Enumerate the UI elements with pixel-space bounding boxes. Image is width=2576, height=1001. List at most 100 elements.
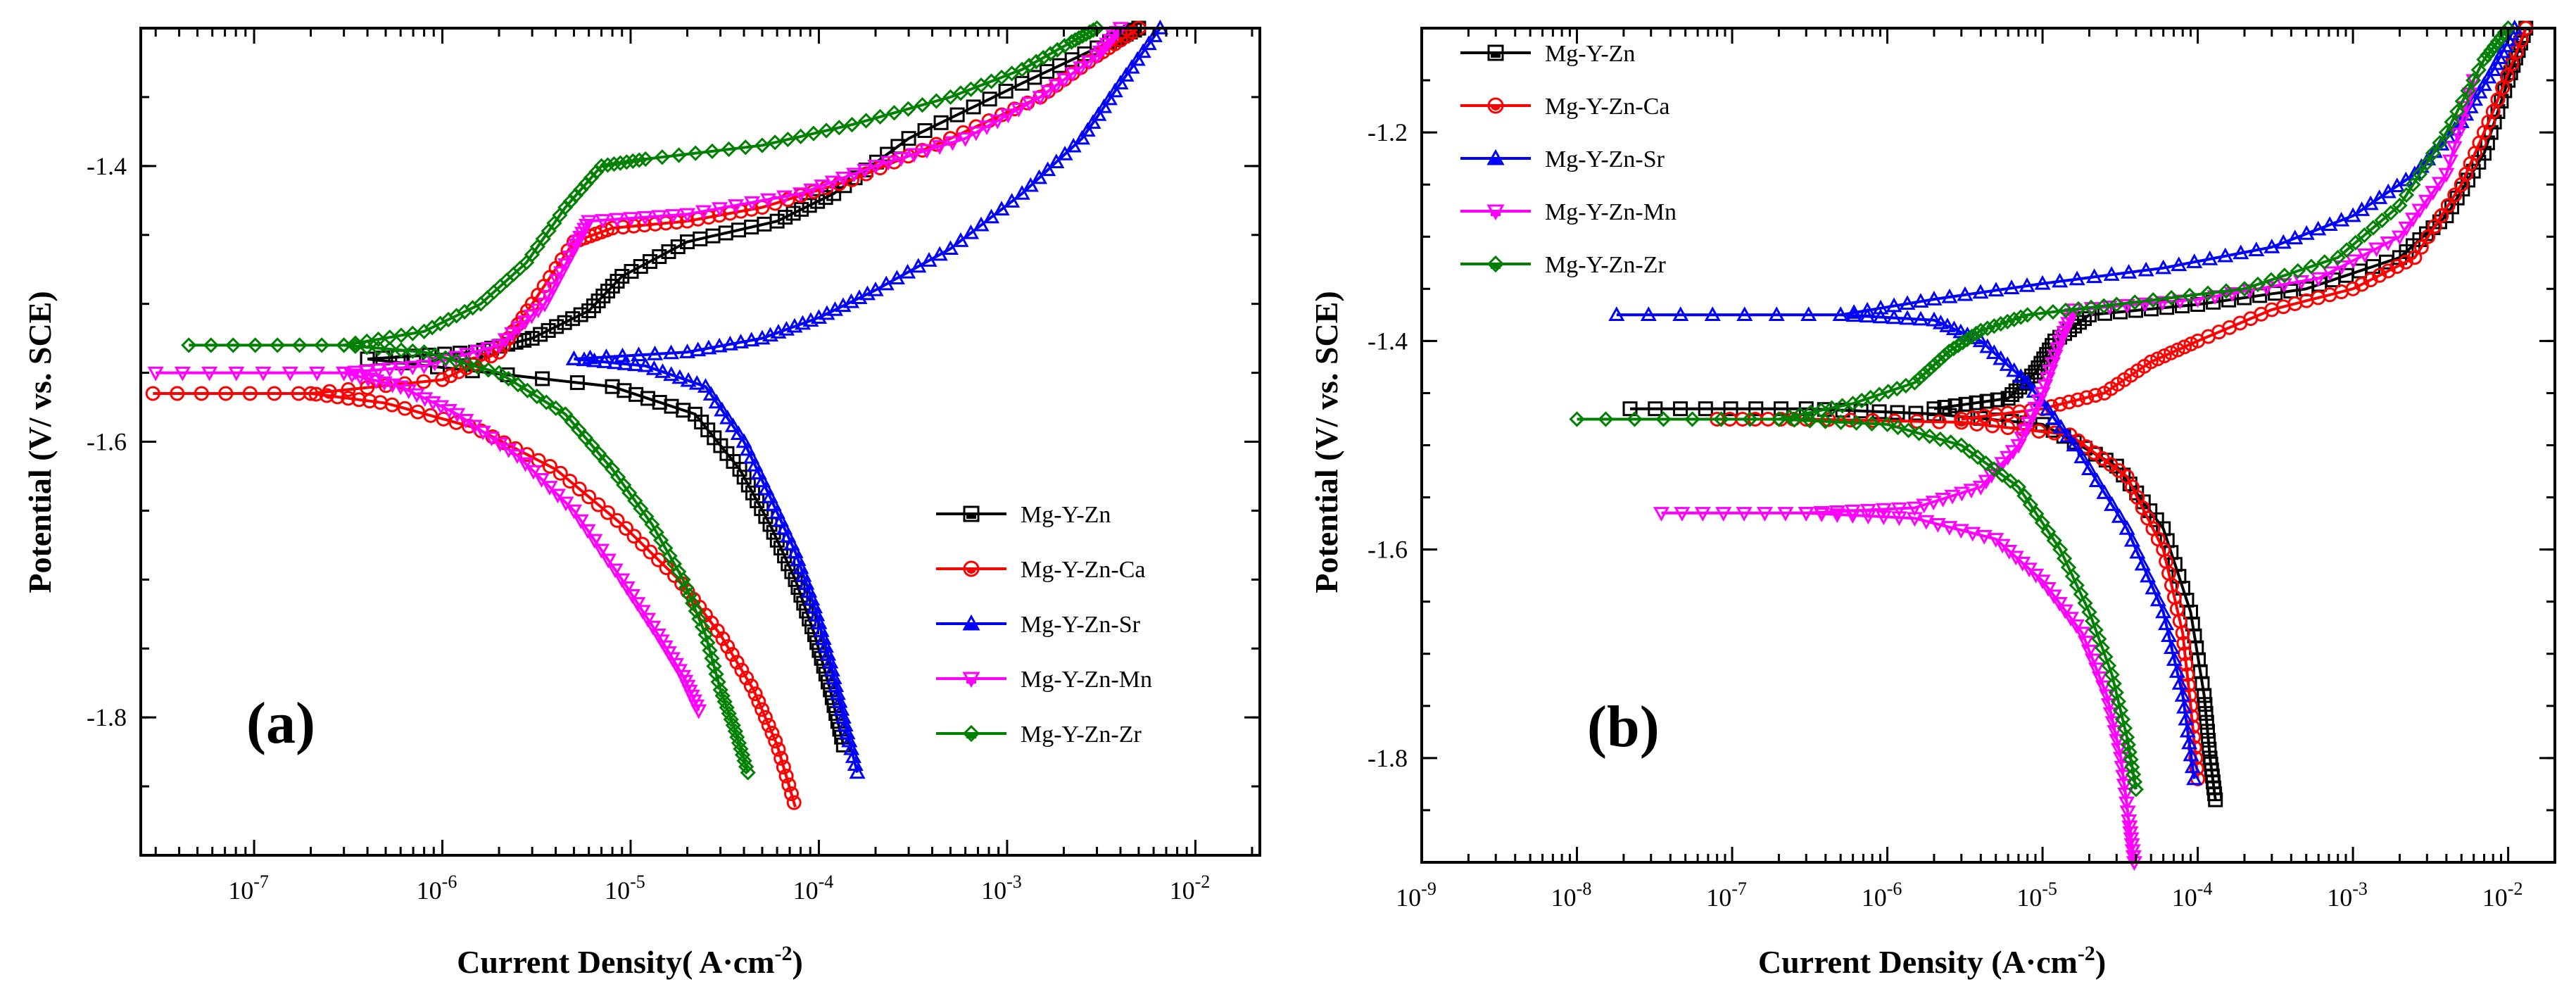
panel-b-series-mg-y-zn-mn-point: [2398, 221, 2415, 237]
panel-b-series-mg-y-zn-zr-point: [2460, 82, 2476, 99]
panel-a-series-mg-y-zn-zr-point: [734, 747, 751, 763]
panel-a-series-mg-y-zn-zr-point: [1004, 65, 1020, 82]
panel-b-series-mg-y-zn-sr: [1608, 19, 2523, 786]
panel-b-series-mg-y-zn-anodic-line: [1933, 27, 2527, 410]
panel-b-series-mg-y-zn-mn-point: [2275, 278, 2292, 294]
panel-a-series-mg-y-zn-zr-point: [577, 429, 593, 446]
panel-a-series-mg-y-zn-mn-point: [416, 360, 433, 374]
panel-a-series-mg-y-zn-mn-point: [517, 315, 533, 330]
panel-a-series-mg-y-zn-sr-point: [983, 208, 1000, 224]
panel-b-legend-marker-fill: [1491, 211, 1501, 216]
panel-a-series-mg-y-zn-ca-point: [443, 368, 458, 384]
panel-b-series-mg-y-zn-mn-point: [1844, 504, 1861, 520]
panel-b-series-mg-y-zn-ca-point: [2150, 351, 2166, 367]
panel-b-series-mg-y-zn-mn-point: [2154, 296, 2171, 311]
panel-b-series-mg-y-zn-sr-point: [1999, 356, 2016, 371]
panel-a-series-mg-y-zn-ca-point: [643, 544, 658, 560]
panel-b-series-mg-y-zn-point: [1673, 401, 1688, 417]
panel-a-legend-marker-fill: [966, 734, 976, 738]
panel-a-series-mg-y-zn-sr-point: [617, 355, 633, 370]
panel-b-series-mg-y-zn-zr-point: [1941, 344, 1957, 360]
panel-a-series-mg-y-zn-ca-point: [562, 473, 578, 489]
panel-b-series-mg-y-zn-zr-point: [1945, 340, 1962, 357]
panel-b-series-mg-y-zn-sr-point: [1941, 288, 1958, 303]
panel-a-series-mg-y-zn-point: [949, 107, 965, 122]
panel-b-series-mg-y-zn-mn-point: [2345, 254, 2362, 270]
panel-a-series-mg-y-zn-zr-point: [562, 194, 579, 210]
panel-a-series-mg-y-zn-ca-point: [435, 372, 450, 387]
panel-b-series-mg-y-zn-point: [2197, 697, 2213, 712]
panel-b-series-mg-y-zn-sr-point: [2471, 83, 2488, 99]
panel-b-series-mg-y-zn-ca-point: [2143, 354, 2159, 370]
panel-b-series-mg-y-zn-mn-point: [2010, 439, 2027, 454]
panel-b-series-mg-y-zn-mn-point: [1756, 507, 1774, 522]
panel-b-series-mg-y-zn-zr-point: [1969, 449, 1986, 465]
panel-b-series-mg-y-zn-mn-point: [2418, 194, 2435, 210]
panel-b-series-mg-y-zn-mn-point: [2356, 248, 2373, 263]
panel-b-y-tick-label: -1.8: [1368, 744, 1408, 772]
panel-b-series-mg-y-zn-sr-point: [2069, 270, 2085, 286]
panel-a-series-mg-y-zn-ca-point: [553, 465, 568, 481]
panel-a-series-mg-y-zn-sr-point: [1129, 51, 1146, 66]
panel-a-series-mg-y-zn-ca-point: [626, 529, 642, 544]
panel-b-series-mg-y-zn-sr-point: [2264, 238, 2280, 253]
panel-b-series-mg-y-zn-zr-point: [2127, 294, 2143, 310]
panel-b-series-mg-y-zn-zr-point: [2249, 276, 2266, 293]
panel-b-series-mg-y-zn-ca-point: [2176, 636, 2192, 651]
panel-b-series-mg-y-zn-mn-point: [2073, 627, 2090, 642]
panel-a-series-mg-y-zn-zr-point: [598, 453, 614, 470]
panel-a-series-mg-y-zn-zr-point: [678, 579, 695, 596]
panel-b-series-mg-y-zn-mn-point: [2117, 787, 2134, 802]
panel-b-series-mg-y-zn-zr-point: [2276, 267, 2292, 284]
panel-a-series-mg-y-zn-sr-point: [769, 504, 785, 519]
panel-a-series-mg-y-zn-sr-point: [1079, 122, 1096, 137]
panel-b-y-axis-title: Potential (V/ vs. SCE): [1308, 291, 1344, 593]
panel-a-series-mg-y-zn-mn-point: [1021, 96, 1038, 112]
panel-a-series-mg-y-zn-point: [778, 210, 793, 225]
panel-a-series-mg-y-zn-sr-point: [1090, 106, 1107, 121]
panel-a-series-mg-y-zn-zr-point: [584, 437, 600, 454]
panel-a-series-mg-y-zn-zr-point: [573, 182, 589, 198]
panel-a-series-mg-y-zn-zr-point: [973, 77, 990, 94]
panel-b-series-mg-y-zn-mn-point: [1890, 511, 1907, 527]
panel-a-series-mg-y-zn-point: [966, 99, 981, 115]
panel-b-series-mg-y-zn-sr-point: [2176, 698, 2193, 714]
panel-b-series-mg-y-zn-zr-point: [2010, 479, 2027, 495]
panel-b-series-mg-y-zn-mn-point: [2051, 597, 2068, 612]
panel-b-series-mg-y-zn-mn-point: [1935, 492, 1952, 508]
panel-b-x-tick-label: 10-7: [1706, 879, 1747, 912]
panel-a-series-mg-y-zn-mn-point: [557, 258, 574, 273]
panel-a-series-mg-y-zn-zr-point: [688, 603, 704, 619]
panel-b-series-mg-y-zn-sr-point: [1899, 295, 1916, 310]
panel-b-series-mg-y-zn-sr-point: [1640, 306, 1657, 322]
panel-b-series-mg-y-zn-mn-point: [2014, 432, 2031, 447]
panel-b-series-mg-y-zn-sr-point: [2166, 651, 2183, 666]
panel-a-series-mg-y-zn-sr-point: [719, 409, 736, 424]
panel-b-x-tick-label: 10-6: [1862, 879, 1902, 912]
panel-b-series-mg-y-zn-sr-point: [2466, 91, 2484, 106]
panel-a-series-mg-y-zn-sr-point: [581, 349, 599, 365]
panel-b-series-mg-y-zn-ca-point: [2157, 348, 2172, 364]
panel-a-series-mg-y-zn-mn-point: [803, 183, 820, 199]
panel-a-series-mg-y-zn-mn-point: [664, 209, 682, 224]
panel-b-series-mg-y-zn-zr-point: [2218, 283, 2235, 299]
panel-a-series-mg-y-zn-zr-point: [1042, 46, 1059, 62]
panel-b-series-mg-y-zn-mn-point: [2104, 716, 2121, 731]
panel-a-series-mg-y-zn-ca-point: [635, 536, 650, 552]
panel-a-series-mg-y-zn-sr-point: [765, 496, 782, 511]
panel-a-series-mg-y-zn-zr-point: [270, 337, 286, 353]
panel-a-series-mg-y-zn-mn-cathodic-line: [156, 371, 700, 712]
panel-a-series-mg-y-zn-ca-point: [715, 631, 731, 646]
panel-b-series-mg-y-zn-point: [2201, 732, 2216, 748]
panel-a-series-mg-y-zn-point: [586, 298, 601, 313]
panel-a-series-mg-y-zn-zr-point: [606, 156, 622, 172]
panel-b-series-mg-y-zn-mn-point: [2368, 242, 2385, 258]
panel-b-series-mg-y-zn-sr-point: [2171, 256, 2187, 272]
panel-b-series-mg-y-zn-sr-point: [2019, 277, 2035, 292]
panel-a-series-mg-y-zn-mn-point: [857, 163, 873, 179]
panel-b-series-mg-y-zn-mn-point: [2091, 671, 2109, 686]
panel-b-legend-label: Mg-Y-Zn: [1545, 41, 1635, 67]
panel-a-series-mg-y-zn-mn-point: [523, 309, 541, 325]
panel-a-series-mg-y-zn-point: [569, 375, 585, 391]
panel-a-series-mg-y-zn-sr-point: [1123, 58, 1140, 74]
